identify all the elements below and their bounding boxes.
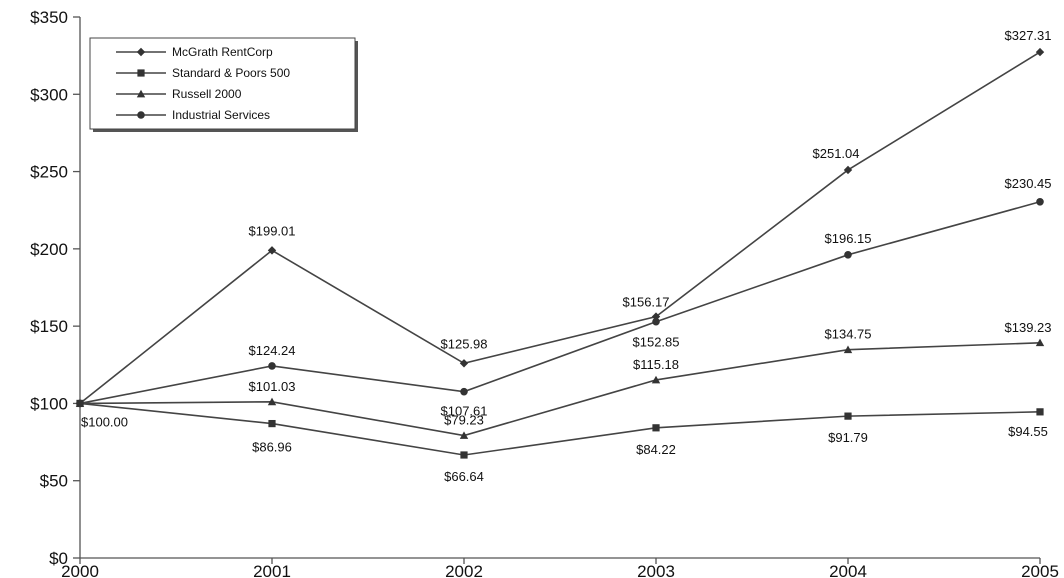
data-label: $86.96 xyxy=(252,440,292,455)
data-label: $139.23 xyxy=(1005,320,1052,335)
data-label: $66.64 xyxy=(444,469,484,484)
data-point xyxy=(267,246,277,255)
legend-entry: McGrath RentCorp xyxy=(172,45,273,59)
series-line xyxy=(79,51,1041,405)
data-point xyxy=(652,424,660,432)
data-point xyxy=(652,317,660,326)
data-label: $327.31 xyxy=(1005,28,1052,43)
data-label: $125.98 xyxy=(441,336,488,351)
legend-marker xyxy=(136,47,146,57)
y-tick-label: $300 xyxy=(30,85,68,104)
data-point xyxy=(1036,197,1044,206)
legend-box xyxy=(89,37,356,130)
legend-marker xyxy=(137,69,145,77)
data-label: $107.61 xyxy=(441,404,488,419)
x-tick-label: 2000 xyxy=(61,562,99,578)
legend: McGrath RentCorp Standard & Poors 500 Russ… xyxy=(89,37,358,132)
x-tick-label: 2003 xyxy=(637,562,675,578)
data-label: $84.22 xyxy=(636,442,676,457)
data-point xyxy=(76,399,84,408)
data-label: $134.75 xyxy=(825,327,872,342)
data-point xyxy=(844,251,852,259)
data-point xyxy=(460,387,468,396)
data-label: $101.03 xyxy=(249,379,296,394)
legend-entry: Russell 2000 xyxy=(172,87,242,101)
legend-marker xyxy=(137,111,145,119)
data-label: $79.23 xyxy=(444,413,484,428)
y-tick-label: $150 xyxy=(30,317,68,336)
x-tick-label: 2001 xyxy=(253,562,291,578)
data-label: $156.17 xyxy=(623,295,670,310)
data-labels: $100.00 $199.01 $125.98 $156.17 $251.04 $327.… xyxy=(81,28,1052,484)
data-point xyxy=(651,375,661,384)
data-label: $196.15 xyxy=(825,231,872,246)
data-label: $251.04 xyxy=(813,146,860,161)
data-point xyxy=(843,165,853,175)
series-line xyxy=(79,402,1041,456)
data-point xyxy=(843,345,853,354)
data-label: $124.24 xyxy=(249,343,296,358)
data-point xyxy=(268,362,276,370)
data-label: $230.45 xyxy=(1005,176,1052,191)
x-tick-label: 2002 xyxy=(445,562,483,578)
series-line xyxy=(79,201,1041,405)
data-label: $152.85 xyxy=(633,335,680,350)
legend-entry: Industrial Services xyxy=(172,108,270,122)
data-point xyxy=(460,451,468,459)
series-layer xyxy=(75,47,1045,459)
data-label: $100.00 xyxy=(81,414,128,429)
data-point xyxy=(1035,338,1045,347)
data-label: $115.18 xyxy=(633,357,679,372)
legend-marker xyxy=(136,89,146,98)
x-tick-label: 2005 xyxy=(1021,562,1059,578)
x-tick-label: 2004 xyxy=(829,562,867,578)
y-tick-label: $0 xyxy=(49,549,68,568)
y-tick-label: $50 xyxy=(40,472,68,491)
data-point xyxy=(1036,408,1044,416)
data-label: $199.01 xyxy=(249,223,296,238)
data-label: $91.79 xyxy=(828,430,868,445)
series-line xyxy=(79,341,1041,437)
data-point xyxy=(459,431,469,439)
data-point xyxy=(267,397,277,406)
data-point xyxy=(459,359,469,368)
y-tick-label: $100 xyxy=(30,394,68,413)
data-point xyxy=(268,419,276,428)
data-point xyxy=(1035,47,1045,57)
y-tick-label: $200 xyxy=(30,240,68,259)
y-tick-label: $250 xyxy=(30,163,68,182)
data-point xyxy=(844,412,852,420)
axes: $0 $50 $100 $150 $200 $250 $300 $350 2000 2001 200… xyxy=(30,8,1059,578)
y-tick-label: $350 xyxy=(30,8,68,27)
data-label: $94.55 xyxy=(1008,424,1048,439)
legend-entry: Standard & Poors 500 xyxy=(172,66,290,80)
